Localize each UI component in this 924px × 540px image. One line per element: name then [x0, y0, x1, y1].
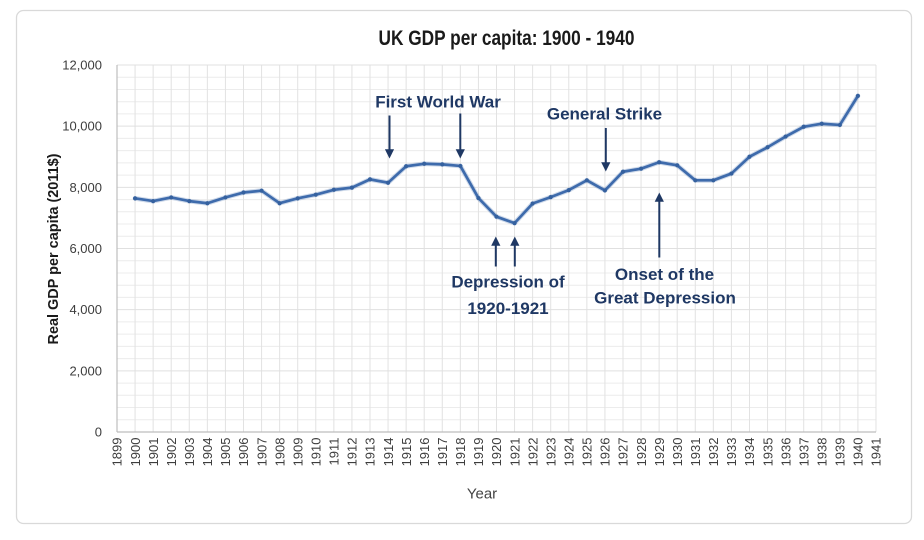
svg-text:12,000: 12,000 [62, 58, 102, 73]
svg-text:UK GDP per capita: 1900 - 1940: UK GDP per capita: 1900 - 1940 [379, 27, 635, 50]
svg-text:1935: 1935 [760, 438, 775, 467]
svg-text:10,000: 10,000 [62, 119, 102, 134]
svg-text:1912: 1912 [345, 438, 360, 467]
svg-text:1939: 1939 [833, 438, 848, 467]
svg-text:1917: 1917 [435, 438, 450, 467]
svg-text:1902: 1902 [164, 438, 179, 467]
svg-text:1921: 1921 [507, 438, 522, 467]
svg-text:0: 0 [95, 425, 102, 440]
svg-text:Real GDP per capita (2011$): Real GDP per capita (2011$) [45, 154, 62, 345]
svg-text:1920: 1920 [489, 438, 504, 467]
svg-text:1936: 1936 [778, 438, 793, 467]
svg-text:1909: 1909 [290, 438, 305, 467]
svg-text:1913: 1913 [363, 438, 378, 467]
svg-text:Onset of the: Onset of the [615, 265, 714, 284]
svg-text:General Strike: General Strike [547, 105, 662, 124]
svg-text:6,000: 6,000 [69, 241, 102, 256]
svg-text:1901: 1901 [146, 438, 161, 467]
svg-text:1922: 1922 [525, 438, 540, 467]
svg-text:1932: 1932 [706, 438, 721, 467]
svg-text:1916: 1916 [417, 438, 432, 467]
svg-text:1924: 1924 [561, 438, 576, 467]
svg-text:1941: 1941 [869, 438, 884, 467]
svg-text:1931: 1931 [688, 438, 703, 467]
svg-text:1900: 1900 [128, 438, 143, 467]
svg-text:1904: 1904 [200, 438, 215, 467]
svg-text:Great Depression: Great Depression [594, 289, 736, 308]
svg-text:2,000: 2,000 [69, 363, 102, 378]
svg-text:1933: 1933 [724, 438, 739, 467]
svg-text:1906: 1906 [236, 438, 251, 467]
svg-text:1940: 1940 [851, 438, 866, 467]
svg-text:4,000: 4,000 [69, 302, 102, 317]
svg-text:1920-1921: 1920-1921 [467, 299, 548, 318]
svg-text:Depression of: Depression of [451, 273, 565, 292]
svg-text:1908: 1908 [272, 438, 287, 467]
svg-text:1937: 1937 [796, 438, 811, 467]
svg-text:8,000: 8,000 [69, 180, 102, 195]
svg-text:1927: 1927 [616, 438, 631, 467]
svg-text:1919: 1919 [471, 438, 486, 467]
svg-text:1930: 1930 [670, 438, 685, 467]
svg-text:1899: 1899 [110, 438, 125, 467]
svg-text:First World War: First World War [375, 93, 501, 112]
svg-text:1910: 1910 [308, 438, 323, 467]
svg-text:1926: 1926 [598, 438, 613, 467]
svg-text:1907: 1907 [254, 438, 269, 467]
svg-text:1914: 1914 [381, 438, 396, 467]
svg-text:1918: 1918 [453, 438, 468, 467]
svg-text:1938: 1938 [814, 438, 829, 467]
svg-text:1905: 1905 [218, 438, 233, 467]
svg-text:1934: 1934 [742, 438, 757, 467]
svg-text:1911: 1911 [327, 438, 342, 466]
svg-text:1925: 1925 [580, 438, 595, 467]
svg-text:1915: 1915 [399, 438, 414, 467]
svg-text:1903: 1903 [182, 438, 197, 467]
svg-text:Year: Year [467, 486, 497, 503]
svg-text:1923: 1923 [543, 438, 558, 467]
svg-text:1928: 1928 [634, 438, 649, 467]
svg-text:1929: 1929 [652, 438, 667, 467]
